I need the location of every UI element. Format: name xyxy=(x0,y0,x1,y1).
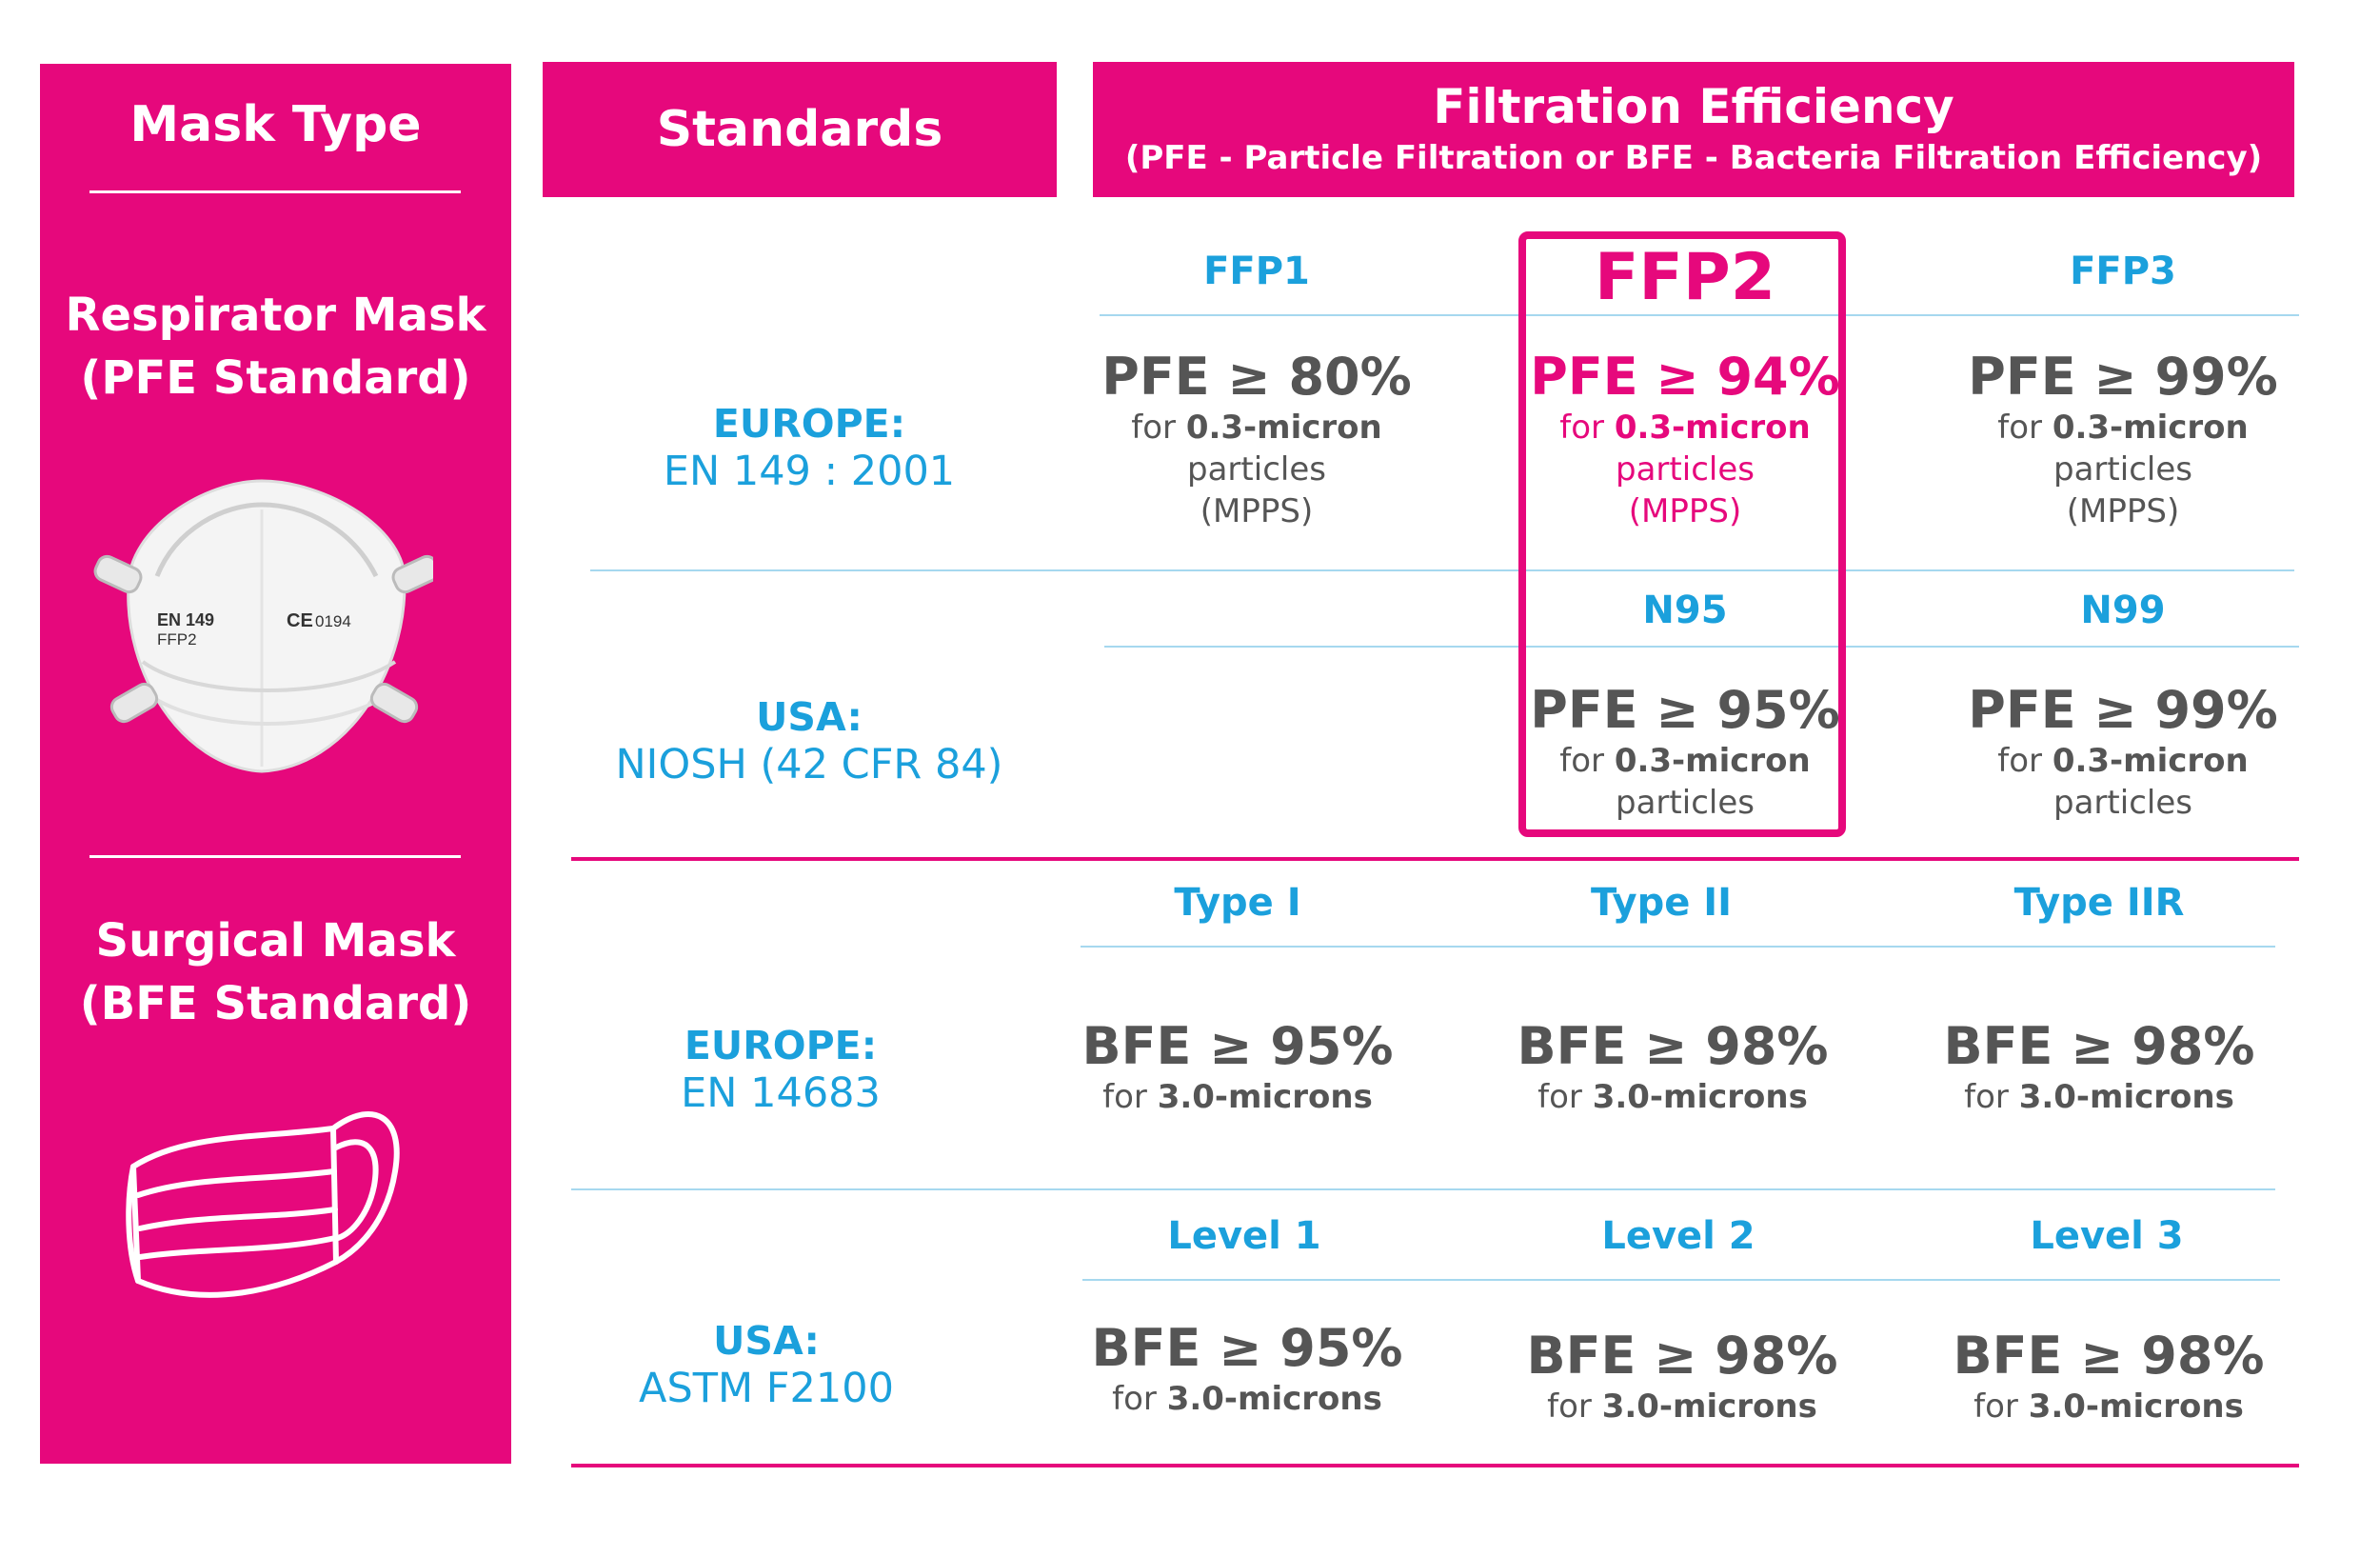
divider xyxy=(1081,946,2275,948)
col-n99: N99 xyxy=(2080,589,2166,632)
usa-respirator-standard: USA: NIOSH (42 CFR 84) xyxy=(615,694,1003,788)
divider xyxy=(1082,1279,2280,1281)
section-divider xyxy=(571,1464,2299,1467)
filtration-title: Filtration Efficiency xyxy=(1433,79,1954,134)
col-level-3: Level 3 xyxy=(2030,1214,2184,1258)
divider xyxy=(1104,646,2299,648)
type-iir-value-cell: BFE ≥ 98% for 3.0-microns xyxy=(1943,1016,2255,1117)
col-n95: N95 xyxy=(1642,589,1728,632)
section-divider xyxy=(571,857,2299,861)
type-i-value-cell: BFE ≥ 95% for 3.0-microns xyxy=(1081,1016,1394,1117)
divider xyxy=(89,190,461,193)
usa-surgical-standard: USA: ASTM F2100 xyxy=(639,1318,894,1412)
surgical-mask-icon xyxy=(126,1111,400,1298)
europe-surgical-standard: EUROPE: EN 14683 xyxy=(681,1023,881,1117)
col-level-1: Level 1 xyxy=(1167,1214,1321,1258)
level-3-value-cell: BFE ≥ 98% for 3.0-microns xyxy=(1953,1326,2265,1427)
divider xyxy=(89,855,461,858)
divider xyxy=(590,569,2294,571)
filtration-subtitle: (PFE - Particle Filtration or BFE - Bact… xyxy=(1124,139,2263,177)
n99-value-cell: PFE ≥ 99% for 0.3-micron particles xyxy=(1968,680,2278,823)
col-type-ii: Type II xyxy=(1590,881,1733,925)
col-ffp2: FFP2 xyxy=(1594,240,1776,315)
col-ffp3: FFP3 xyxy=(2070,250,2176,293)
col-type-i: Type I xyxy=(1174,881,1301,925)
respirator-mask-label: Respirator Mask (PFE Standard) xyxy=(65,289,486,405)
col-type-iir: Type IIR xyxy=(2013,881,2185,925)
respirator-mask-icon: EN 149 FFP2 CE 0194 xyxy=(93,479,433,773)
ffp2-value-cell: PFE ≥ 94% for 0.3-micron particles (MPPS… xyxy=(1530,347,1840,531)
mask-print-brand: EN 149 xyxy=(157,610,214,629)
ce-number: 0194 xyxy=(315,612,351,630)
type-ii-value-cell: BFE ≥ 98% for 3.0-microns xyxy=(1517,1016,1829,1117)
standards-header: Standards xyxy=(543,62,1057,197)
surgical-mask-label: Surgical Mask (BFE Standard) xyxy=(79,914,472,1030)
divider xyxy=(571,1188,2275,1190)
n95-value-cell: PFE ≥ 95% for 0.3-micron particles xyxy=(1530,680,1840,823)
level-1-value-cell: BFE ≥ 95% for 3.0-microns xyxy=(1091,1318,1403,1419)
level-2-value-cell: BFE ≥ 98% for 3.0-microns xyxy=(1526,1326,1838,1427)
europe-respirator-standard: EUROPE: EN 149 : 2001 xyxy=(663,401,956,495)
col-ffp1: FFP1 xyxy=(1203,250,1310,293)
ce-mark: CE xyxy=(287,610,313,631)
ffp3-value-cell: PFE ≥ 99% for 0.3-micron particles (MPPS… xyxy=(1968,347,2278,531)
col-level-2: Level 2 xyxy=(1601,1214,1755,1258)
ffp2-highlight-box xyxy=(1518,231,1846,837)
divider xyxy=(1100,314,2299,316)
mask-print-grade: FFP2 xyxy=(157,630,197,649)
mask-type-header: Mask Type xyxy=(129,96,422,153)
ffp1-value-cell: PFE ≥ 80% for 0.3-micron particles (MPPS… xyxy=(1101,347,1412,531)
filtration-efficiency-header: Filtration Efficiency (PFE - Particle Fi… xyxy=(1093,62,2294,197)
